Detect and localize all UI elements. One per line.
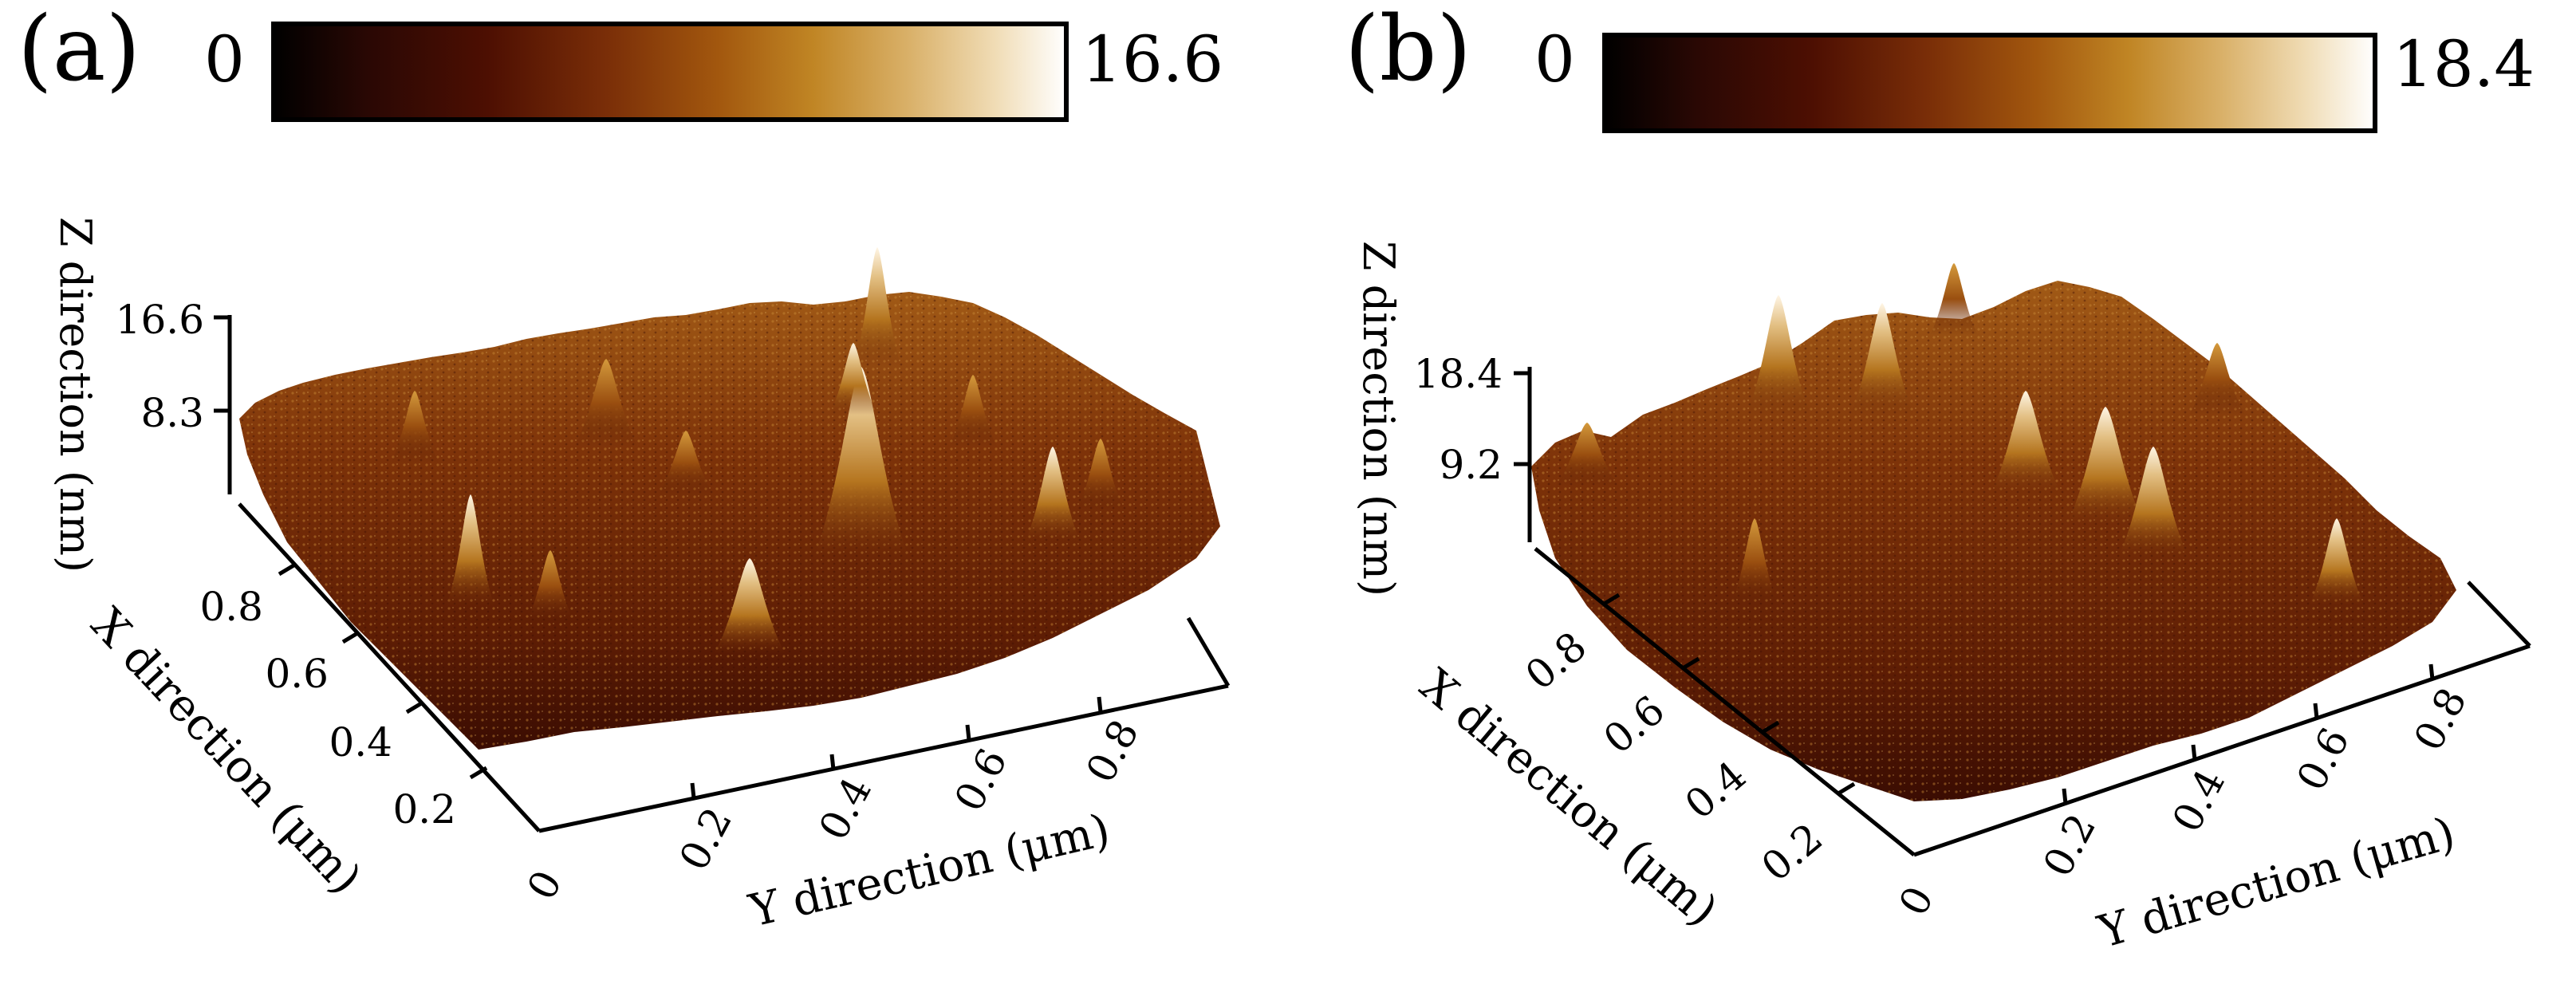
panel-b-y-tick-1 — [2062, 788, 2068, 805]
panel-a-x-tick-label-3: 0.4 — [329, 719, 392, 766]
panel-b-y-axis-line — [1913, 644, 2531, 857]
panel-a-x-tick-label-4: 0.2 — [392, 786, 456, 833]
panel-a-y-tick-label-0: 0 — [518, 863, 571, 907]
panel-b-surface-peak — [1747, 295, 1810, 415]
panel-b-surface-peak — [1555, 423, 1619, 486]
panel-a-x-axis-line — [238, 502, 541, 833]
panel-a-surface-peak — [574, 359, 638, 447]
panel-b-back-edge — [2467, 581, 2531, 648]
panel-b-x-axis-line — [1534, 547, 1916, 856]
panel-b-x-tick-3 — [1761, 720, 1780, 734]
panel-b-surface-peak — [1850, 303, 1914, 415]
panel-a-surface-texture — [239, 292, 1220, 750]
panel-a-z-tick-label-2: 8.3 — [140, 390, 204, 436]
panel-a-y-axis-title: Y direction (μm) — [744, 804, 1115, 937]
panel-a-surface — [239, 247, 1220, 750]
panel-b-z-axis-title: Z direction (nm) — [1353, 241, 1404, 596]
panel-a-surface-peak — [714, 558, 786, 654]
panel-a-y-tick-label-3: 0.6 — [946, 741, 1017, 818]
panel-b-surface-peak — [2309, 518, 2365, 606]
panel-b-x-tick-label-4: 0.2 — [1753, 814, 1831, 891]
panel-a-surface-peak — [853, 247, 901, 367]
panel-b-y-tick-label-0: 0 — [1890, 879, 1943, 923]
panel-b-x-tick-label-1: 0.8 — [1517, 623, 1595, 699]
panel-b: (b) 0 18.4 18.4 9.2 Z — [1345, 0, 2535, 959]
panel-a-z-axis-title: Z direction (nm) — [50, 217, 100, 573]
panel-b-y-tick-4 — [2428, 663, 2435, 680]
panel-b-colorbar — [1602, 33, 2377, 133]
panel-a-surface-peak — [1077, 439, 1125, 510]
panel-a-y-tick-1 — [690, 782, 696, 799]
panel-b-y-tick-2 — [2191, 744, 2197, 761]
panel-a-surface-peak — [949, 375, 997, 447]
panel-a-surface-peak — [447, 494, 494, 606]
panel-b-label: (b) — [1345, 0, 1471, 101]
panel-a-x-tick-2 — [341, 630, 360, 644]
panel-a-x-axis-title: X direction (μm) — [81, 599, 372, 905]
panel-a-y-tick-label-2: 0.4 — [810, 770, 881, 847]
panel-a-colorbar — [271, 22, 1069, 122]
panel-a-y-tick-2 — [829, 754, 836, 770]
panel-b-surface-peak — [1731, 518, 1778, 606]
panel-a-z-tick-label-1: 16.6 — [116, 297, 204, 343]
panel-a-x-tick-label-2: 0.6 — [265, 651, 329, 697]
panel-a-surface-peak — [813, 367, 909, 558]
panel-b-x-tick-4 — [1837, 781, 1856, 796]
panel-b-x-tick-label-2: 0.6 — [1595, 687, 1673, 763]
panel-b-y-tick-label-2: 0.4 — [2164, 762, 2235, 839]
panel-b-x-tick-1 — [1601, 592, 1621, 607]
panel-a-x-tick-label-1: 0.8 — [199, 584, 263, 630]
panel-a-x-tick-1 — [278, 562, 297, 577]
panel-b-y-axis-title: Y direction (μm) — [2092, 807, 2460, 959]
panel-a-y-tick-4 — [1097, 696, 1103, 713]
panel-b-surface — [1531, 263, 2456, 801]
panel-b-y-tick-label-1: 0.2 — [2034, 806, 2105, 884]
panel-b-x-tick-label-3: 0.4 — [1676, 752, 1755, 829]
panel-b-surface-peak — [1930, 263, 1978, 335]
panel-a-y-tick-label-1: 0.2 — [671, 800, 742, 877]
panel-b-surface-peak — [2066, 407, 2145, 526]
panel-b-surface-peak — [2117, 447, 2189, 558]
panel-b-z-tick-label-2: 9.2 — [1439, 442, 1503, 488]
panel-b-x-axis-title: X direction (μm) — [1410, 659, 1727, 937]
panel-b-y-tick-label-4: 0.8 — [2405, 680, 2476, 758]
panel-a-surface-peak — [658, 431, 714, 494]
panel-b-y-tick-label-3: 0.6 — [2288, 720, 2359, 797]
panel-a-surface-peak — [391, 391, 439, 463]
panel-a-colorbar-min: 0 — [204, 22, 245, 96]
panel-b-colorbar-min: 0 — [1534, 22, 1575, 96]
panel-a-axes — [214, 315, 1231, 833]
panel-a: (a) 0 16.6 16.6 8.3 Z — [18, 0, 1231, 938]
panel-b-colorbar-max: 18.4 — [2393, 27, 2535, 101]
panel-a-x-tick-3 — [405, 700, 424, 714]
panel-a-colorbar-max: 16.6 — [1081, 22, 1223, 96]
panel-a-y-tick-label-4: 0.8 — [1077, 712, 1148, 789]
panel-b-surface-peak — [1990, 391, 2062, 494]
panel-b-x-tick-2 — [1681, 656, 1700, 671]
panel-a-back-edge — [1186, 616, 1231, 687]
panel-a-surface-peak — [526, 550, 574, 622]
panel-b-y-tick-3 — [2313, 703, 2319, 719]
panel-a-surface-peak — [829, 343, 877, 415]
panel-a-surface-peak — [1025, 447, 1081, 542]
panel-a-x-tick-4 — [469, 766, 488, 780]
panel-b-z-tick-label-1: 18.4 — [1414, 351, 1503, 397]
panel-a-label: (a) — [18, 0, 140, 101]
panel-b-axes — [1514, 367, 2531, 857]
panel-a-y-axis-line — [538, 683, 1229, 833]
panel-b-surface-peak — [2189, 343, 2245, 415]
panel-a-y-tick-3 — [965, 724, 971, 741]
